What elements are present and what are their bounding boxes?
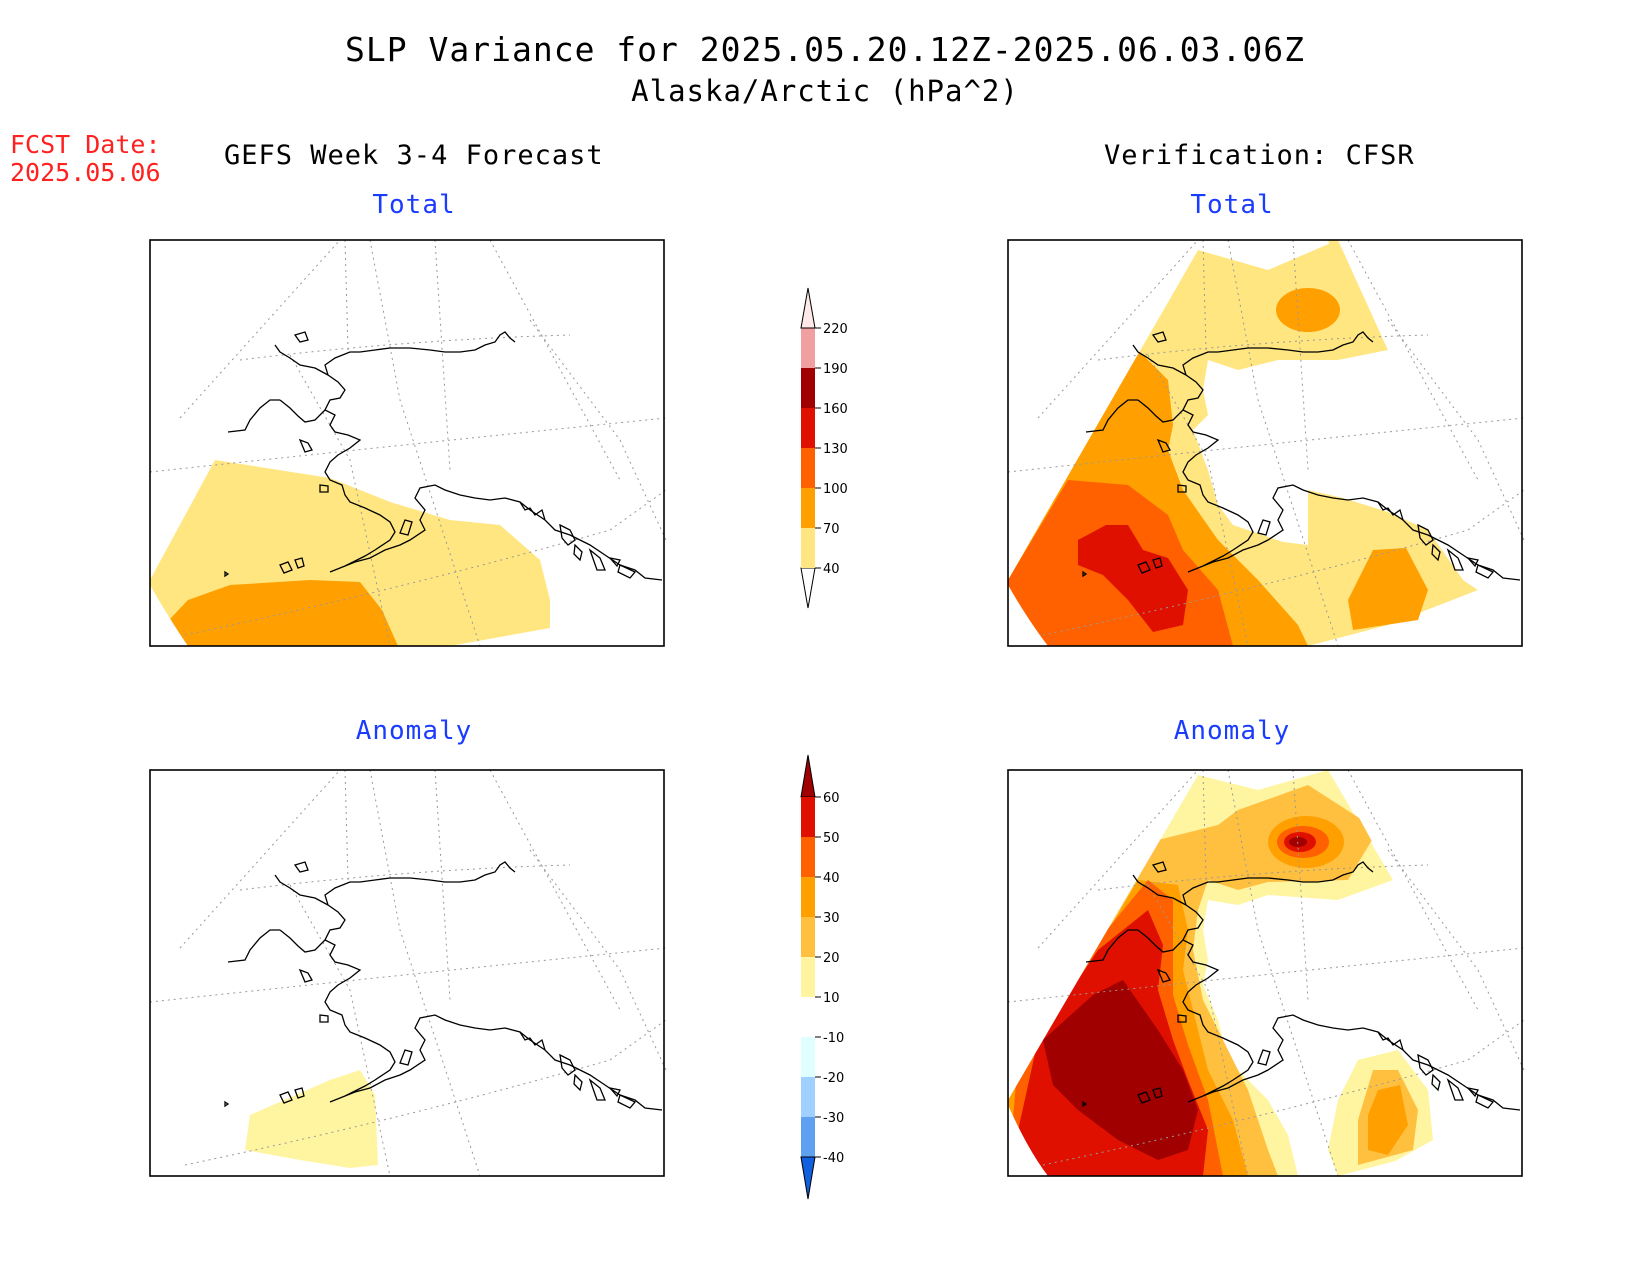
verification-anomaly-map [1007, 769, 1525, 1177]
anomaly-colorbar-box [801, 877, 815, 917]
verification-anomaly-contours [1008, 770, 1433, 1176]
total-colorbar: 40 70 100 130 160 190 220 [800, 287, 848, 609]
total-colorbar-label: 70 [823, 522, 840, 537]
forecast-total-map [149, 239, 667, 666]
anomaly-colorbar-label: 50 [823, 831, 840, 846]
forecast-anomaly-map [149, 769, 667, 1177]
total-colorbar-box [801, 448, 815, 488]
anomaly-colorbar-lower-triangle [800, 1156, 816, 1200]
anomaly-colorbar-upper-triangle [800, 754, 816, 798]
fcst-date-value: 2025.05.06 [10, 158, 161, 187]
anomaly-colorbar-box [801, 1117, 815, 1157]
anomaly-colorbar-box [801, 797, 815, 837]
total-colorbar-label: 160 [823, 402, 848, 417]
verification-anomaly-frame [1007, 769, 1523, 1177]
total-colorbar-label: 100 [823, 482, 848, 497]
fcst-date-label: FCST Date: [10, 130, 161, 159]
total-colorbar-label: 40 [823, 562, 840, 577]
anomaly-colorbar-label: 40 [823, 871, 840, 886]
total-colorbar-box [801, 368, 815, 408]
forecast-anomaly-title: Anomaly [355, 716, 473, 746]
verification-total-map [1007, 239, 1525, 647]
verification-total-title: Total [1190, 190, 1274, 220]
total-colorbar-box [801, 488, 815, 528]
figure-subtitle: Alaska/Arctic (hPa^2) [631, 74, 1019, 108]
forecast-anomaly-frame [149, 769, 665, 1177]
anomaly-colorbar-label: 30 [823, 911, 840, 926]
anomaly-colorbar-box [801, 1037, 815, 1077]
forecast-total-contours [150, 460, 550, 646]
forecast-total-frame [149, 239, 665, 647]
total-colorbar-box [801, 328, 815, 368]
anomaly-colorbar-label: 10 [823, 991, 840, 1006]
forecast-total-title: Total [372, 190, 456, 220]
total-colorbar-label: 130 [823, 442, 848, 457]
anomaly-colorbar-box [801, 997, 815, 1037]
anomaly-colorbar: 60 50 40 30 20 10 -10 -20 -30 -40 [800, 754, 844, 1200]
anomaly-colorbar-box [801, 837, 815, 877]
verification-anomaly-title: Anomaly [1173, 716, 1291, 746]
figure-title: SLP Variance for 2025.05.20.12Z-2025.06.… [345, 30, 1305, 69]
total-colorbar-box [801, 408, 815, 448]
left-column-title: GEFS Week 3-4 Forecast [224, 140, 604, 171]
anomaly-colorbar-box [801, 917, 815, 957]
anomaly-colorbar-label: -30 [823, 1111, 844, 1126]
total-colorbar-box [801, 528, 815, 568]
total-colorbar-label: 220 [823, 322, 848, 337]
total-colorbar-upper-triangle [800, 287, 816, 329]
anomaly-colorbar-label: 20 [823, 951, 840, 966]
total-colorbar-lower-triangle [800, 567, 816, 609]
total-colorbar-label: 190 [823, 362, 848, 377]
verification-total-frame [1007, 239, 1523, 647]
anomaly-colorbar-box [801, 957, 815, 997]
anomaly-colorbar-label: -10 [823, 1031, 844, 1046]
forecast-anomaly-contours [245, 1070, 378, 1168]
anomaly-colorbar-label: 60 [823, 791, 840, 806]
anomaly-colorbar-box [801, 1077, 815, 1117]
anomaly-colorbar-label: -40 [823, 1151, 844, 1166]
right-column-title: Verification: CFSR [1104, 140, 1415, 171]
anomaly-colorbar-label: -20 [823, 1071, 844, 1086]
